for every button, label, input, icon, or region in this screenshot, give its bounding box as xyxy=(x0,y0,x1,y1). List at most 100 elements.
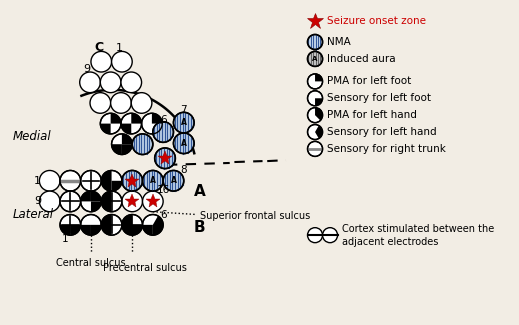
Text: 1: 1 xyxy=(61,234,68,244)
Wedge shape xyxy=(111,113,121,124)
Wedge shape xyxy=(143,225,153,235)
Circle shape xyxy=(80,214,101,235)
Text: Lateral: Lateral xyxy=(13,208,54,221)
Wedge shape xyxy=(91,225,101,235)
Circle shape xyxy=(143,191,163,212)
Circle shape xyxy=(308,91,322,106)
Text: NMA: NMA xyxy=(327,37,351,47)
Circle shape xyxy=(308,141,322,156)
Wedge shape xyxy=(112,181,122,191)
Circle shape xyxy=(60,191,80,212)
Circle shape xyxy=(153,122,173,142)
Circle shape xyxy=(101,191,122,212)
Circle shape xyxy=(143,214,163,235)
Wedge shape xyxy=(122,134,132,144)
Circle shape xyxy=(122,191,143,212)
Circle shape xyxy=(121,113,142,134)
Text: Cortex stimulated between the
adjacent electrodes: Cortex stimulated between the adjacent e… xyxy=(342,224,495,247)
Text: Superior frontal sulcus: Superior frontal sulcus xyxy=(200,212,310,221)
Wedge shape xyxy=(121,124,131,134)
Circle shape xyxy=(39,171,60,191)
Wedge shape xyxy=(60,225,70,235)
Text: PMA for left hand: PMA for left hand xyxy=(327,110,417,120)
Circle shape xyxy=(60,171,80,191)
Text: 6: 6 xyxy=(160,210,167,220)
Text: A: A xyxy=(181,118,187,127)
Text: Sensory for left hand: Sensory for left hand xyxy=(327,127,437,137)
Circle shape xyxy=(308,124,322,139)
Circle shape xyxy=(90,93,111,113)
Text: A: A xyxy=(150,176,156,185)
Circle shape xyxy=(80,191,101,212)
Wedge shape xyxy=(122,214,143,235)
Text: Seizure onset zone: Seizure onset zone xyxy=(327,16,426,26)
Circle shape xyxy=(308,108,322,123)
Text: 7: 7 xyxy=(181,105,187,115)
Wedge shape xyxy=(315,108,322,121)
Wedge shape xyxy=(100,124,111,134)
Circle shape xyxy=(39,191,60,212)
Circle shape xyxy=(112,134,132,154)
Text: 9: 9 xyxy=(84,64,91,74)
Text: Precentral sulcus: Precentral sulcus xyxy=(103,263,187,273)
Text: Central sulcus: Central sulcus xyxy=(56,258,126,268)
Text: 9: 9 xyxy=(34,196,41,206)
Circle shape xyxy=(143,171,163,191)
Text: A: A xyxy=(129,176,135,185)
Circle shape xyxy=(308,228,322,243)
Circle shape xyxy=(122,171,143,191)
Text: A: A xyxy=(194,184,206,199)
Circle shape xyxy=(308,51,322,66)
Wedge shape xyxy=(101,214,112,235)
Circle shape xyxy=(121,72,142,93)
Text: 1: 1 xyxy=(116,43,122,53)
Wedge shape xyxy=(80,225,91,235)
Wedge shape xyxy=(122,144,132,154)
Circle shape xyxy=(80,72,100,93)
Text: PMA for left foot: PMA for left foot xyxy=(327,76,412,86)
Text: 16: 16 xyxy=(157,185,170,195)
Text: A: A xyxy=(162,154,168,163)
Wedge shape xyxy=(70,225,80,235)
Text: Sensory for left foot: Sensory for left foot xyxy=(327,93,431,103)
Text: Induced aura: Induced aura xyxy=(327,54,396,64)
Circle shape xyxy=(155,148,175,169)
Wedge shape xyxy=(315,125,322,138)
Wedge shape xyxy=(80,191,91,202)
Text: 1: 1 xyxy=(34,176,41,186)
Text: C: C xyxy=(94,41,103,54)
Text: A: A xyxy=(181,139,187,148)
Circle shape xyxy=(163,171,184,191)
Wedge shape xyxy=(101,191,112,212)
Wedge shape xyxy=(91,191,101,202)
Circle shape xyxy=(111,93,131,113)
Text: B: B xyxy=(194,220,206,235)
Circle shape xyxy=(60,214,80,235)
Circle shape xyxy=(173,133,194,154)
Text: Medial: Medial xyxy=(13,130,52,143)
Circle shape xyxy=(100,72,121,93)
Text: A: A xyxy=(171,176,176,185)
Wedge shape xyxy=(315,74,322,81)
Circle shape xyxy=(173,112,194,133)
Circle shape xyxy=(91,51,112,72)
Wedge shape xyxy=(153,216,163,235)
Circle shape xyxy=(101,214,122,235)
Circle shape xyxy=(308,34,322,49)
Circle shape xyxy=(142,113,162,134)
Wedge shape xyxy=(101,171,112,191)
Wedge shape xyxy=(131,113,142,124)
Wedge shape xyxy=(152,113,162,124)
Circle shape xyxy=(122,214,143,235)
Wedge shape xyxy=(315,98,322,106)
Text: A: A xyxy=(312,56,318,62)
Circle shape xyxy=(112,51,132,72)
Circle shape xyxy=(101,171,122,191)
Circle shape xyxy=(308,74,322,89)
Text: Sensory for right trunk: Sensory for right trunk xyxy=(327,144,446,154)
Circle shape xyxy=(100,113,121,134)
Circle shape xyxy=(131,93,152,113)
Circle shape xyxy=(132,134,153,154)
Text: 8: 8 xyxy=(181,164,187,175)
Wedge shape xyxy=(91,202,101,212)
